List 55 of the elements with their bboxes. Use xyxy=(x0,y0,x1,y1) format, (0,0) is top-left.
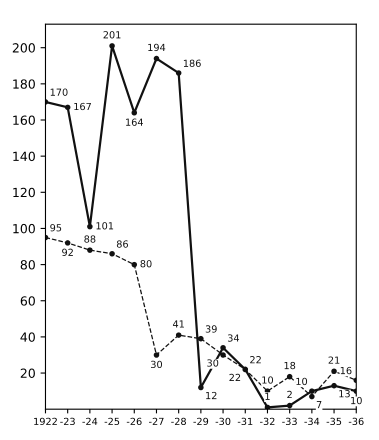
x-tick-label: -34 xyxy=(304,418,320,426)
data-label: 92 xyxy=(62,248,73,256)
x-tick-label: -25 xyxy=(104,418,120,426)
data-label: 10 xyxy=(351,396,362,404)
data-label: 95 xyxy=(50,224,62,232)
x-tick-label: -28 xyxy=(171,418,186,426)
data-label: 201 xyxy=(104,31,120,38)
data-label: 41 xyxy=(172,320,184,328)
x-tick-label: -29 xyxy=(193,418,208,426)
data-label: 34 xyxy=(228,334,240,342)
x-tick-label: -27 xyxy=(149,418,164,425)
y-tick-label: 20 xyxy=(20,368,35,378)
y-tick-label: 60 xyxy=(20,296,35,306)
x-tick-label: -23 xyxy=(60,418,75,426)
data-label: 39 xyxy=(206,325,217,333)
data-label: 10 xyxy=(296,378,308,386)
data-label: 194 xyxy=(148,44,166,52)
data-label: 2 xyxy=(287,390,292,398)
y-tick-label: 40 xyxy=(20,332,35,342)
x-tick-label: -35 xyxy=(326,418,342,426)
data-label: 10 xyxy=(262,376,274,384)
y-tick-label: 100 xyxy=(13,224,35,234)
data-label: 21 xyxy=(328,356,340,364)
y-tick-label: 200 xyxy=(12,43,35,53)
data-label: 16 xyxy=(340,366,352,374)
x-tick-label: 1922 xyxy=(34,418,57,426)
data-label: 164 xyxy=(126,118,144,126)
data-label: 80 xyxy=(140,260,152,268)
data-label: 170 xyxy=(50,88,68,96)
x-tick-label: -26 xyxy=(126,418,142,426)
data-label: 18 xyxy=(284,362,296,370)
x-tick-label: -33 xyxy=(282,418,297,426)
data-label: 88 xyxy=(84,235,96,243)
data-label: 86 xyxy=(116,240,128,248)
x-tick-label: -30 xyxy=(216,418,230,426)
y-tick-label: 80 xyxy=(20,260,35,270)
y-tick-label: 140 xyxy=(13,152,35,162)
y-tick-label: 160 xyxy=(13,115,35,125)
data-label: 12 xyxy=(206,392,216,400)
data-label: 22 xyxy=(250,356,261,364)
data-label: 167 xyxy=(74,102,91,110)
x-tick-label: -31 xyxy=(238,418,252,426)
y-tick-label: 180 xyxy=(13,79,35,89)
data-label: 7 xyxy=(316,401,322,408)
x-tick-label: -36 xyxy=(348,418,364,426)
data-label: 13 xyxy=(339,390,350,398)
data-label: 22 xyxy=(229,374,240,381)
data-label: 101 xyxy=(96,222,114,230)
y-tick-label: 120 xyxy=(13,188,35,198)
data-label: 30 xyxy=(151,360,162,368)
x-tick-label: -32 xyxy=(260,418,274,426)
x-tick-label: -24 xyxy=(82,418,98,425)
data-label: 30 xyxy=(207,359,218,367)
data-label: 1 xyxy=(265,392,270,400)
data-label: 186 xyxy=(184,60,201,67)
